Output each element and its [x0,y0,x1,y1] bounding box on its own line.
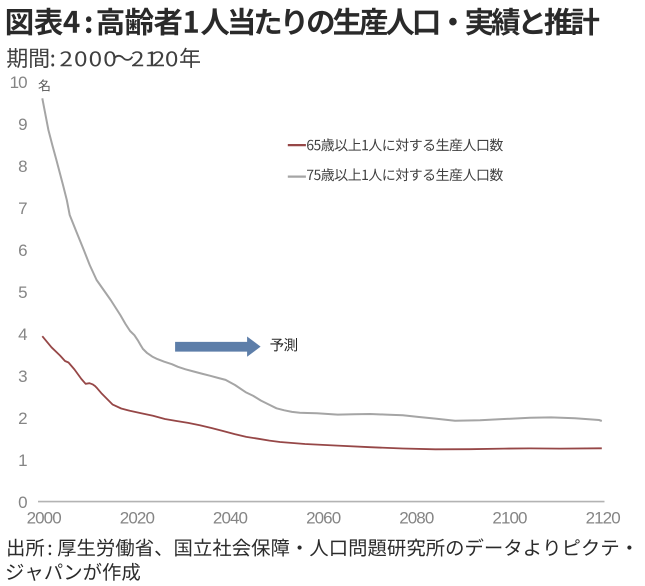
svg-text:4: 4 [18,325,27,344]
svg-text:9: 9 [18,115,27,134]
svg-text:2040: 2040 [213,509,248,528]
svg-text:7: 7 [18,199,27,218]
svg-text:2000: 2000 [27,509,62,528]
svg-text:2120: 2120 [586,509,621,528]
svg-text:2060: 2060 [306,509,341,528]
svg-text:8: 8 [18,157,27,176]
svg-text:1: 1 [18,451,27,470]
svg-text:2: 2 [18,409,27,428]
svg-text:5: 5 [18,283,27,302]
svg-text:6: 6 [18,241,27,260]
svg-text:0: 0 [18,493,27,512]
svg-text:2100: 2100 [492,509,527,528]
svg-text:10: 10 [10,73,28,92]
svg-text:2020: 2020 [120,509,155,528]
svg-text:2080: 2080 [399,509,434,528]
svg-text:3: 3 [18,367,27,386]
